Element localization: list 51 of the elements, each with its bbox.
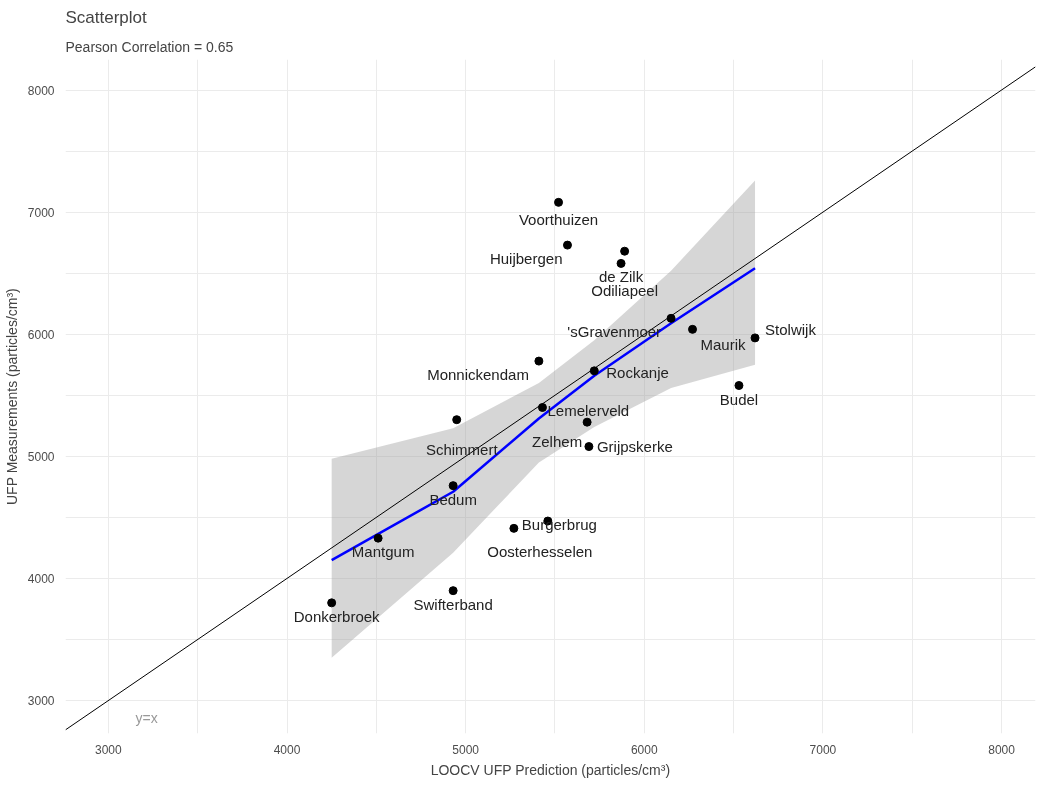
point xyxy=(448,481,458,491)
y-tick-label: 8000 xyxy=(27,83,55,98)
x-tick-label: 7000 xyxy=(809,742,837,757)
y-tick-label: 5000 xyxy=(27,449,55,464)
x-axis-title: LOOCV UFP Prediction (particles/cm³) xyxy=(430,761,671,778)
point xyxy=(537,403,547,412)
point xyxy=(554,197,564,207)
annotation: Stolwijk xyxy=(765,320,817,338)
annotation: Zelhem xyxy=(532,433,583,451)
x-tick-label: 3000 xyxy=(95,742,123,757)
y-tick-label: 4000 xyxy=(27,571,55,586)
point xyxy=(582,417,592,427)
annotation: Voorthuizen xyxy=(518,211,599,229)
annotation: Grijpskerke xyxy=(596,437,673,455)
point xyxy=(327,598,337,608)
point xyxy=(750,333,760,343)
point xyxy=(373,533,383,543)
annotation: Budel xyxy=(719,390,759,408)
y-axis-title: UFP Measurements (particles/cm³) xyxy=(3,288,20,506)
chart-subtitle: Pearson Correlation = 0.65 xyxy=(65,38,234,55)
x-tick-label: 8000 xyxy=(988,742,1016,757)
annotation: Donkerbroek xyxy=(293,607,381,625)
point xyxy=(534,356,544,366)
x-tick-label: 4000 xyxy=(273,742,301,757)
annotation: Maurik xyxy=(700,336,747,354)
point xyxy=(452,415,462,425)
point xyxy=(562,240,572,250)
point xyxy=(666,313,676,323)
chart-title: Scatterplot xyxy=(65,7,148,27)
point xyxy=(448,586,458,596)
annotation: Swifterband xyxy=(413,595,493,613)
annotation: Huijbergen xyxy=(489,250,563,268)
point xyxy=(734,381,744,390)
point xyxy=(688,324,698,334)
x-tick-label: 5000 xyxy=(452,742,480,757)
point xyxy=(616,258,626,268)
annotation: Monnickendam xyxy=(427,366,529,384)
annotation: Oosterhesselen xyxy=(487,543,593,561)
point xyxy=(509,523,519,533)
point xyxy=(620,246,630,256)
y-tick-label: 3000 xyxy=(27,694,55,709)
annotation: Mantgum xyxy=(351,543,415,561)
point xyxy=(584,442,594,452)
y-tick-label: 7000 xyxy=(27,205,55,220)
annotation: y=x xyxy=(135,709,158,726)
x-tick-label: 6000 xyxy=(630,742,658,757)
line-series xyxy=(330,267,757,562)
annotation: Rockanje xyxy=(606,363,669,381)
y-tick-label: 6000 xyxy=(27,327,55,342)
annotation: Lemelerveld xyxy=(547,402,630,420)
point xyxy=(589,366,599,376)
